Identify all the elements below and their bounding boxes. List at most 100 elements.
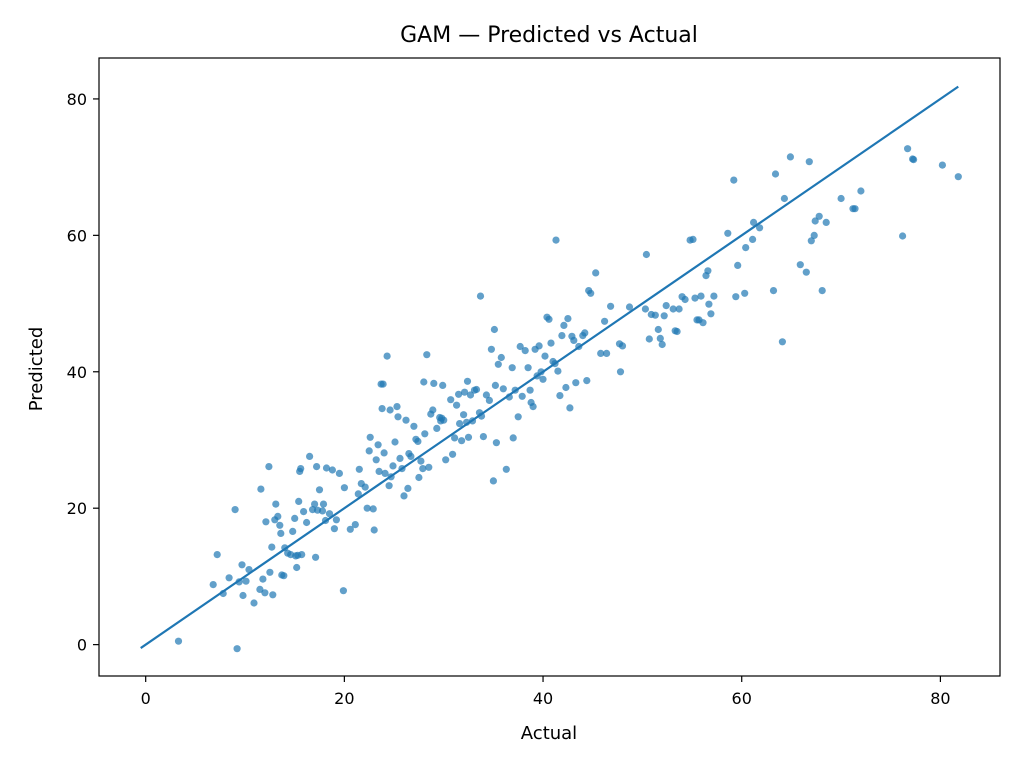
data-point	[325, 510, 334, 518]
data-point	[262, 518, 270, 526]
data-point	[379, 380, 387, 388]
data-point	[365, 447, 373, 455]
data-point	[472, 385, 481, 394]
data-point	[265, 463, 273, 471]
data-point	[654, 325, 662, 334]
data-point	[335, 469, 343, 477]
data-point	[328, 466, 336, 474]
data-point	[213, 551, 221, 559]
data-point	[425, 463, 433, 471]
data-point	[660, 312, 668, 320]
data-point	[489, 477, 497, 485]
data-point	[899, 232, 907, 240]
data-point	[556, 392, 564, 400]
data-point	[796, 261, 804, 269]
data-point	[298, 551, 306, 559]
data-point	[802, 268, 810, 276]
data-point	[430, 379, 438, 387]
data-point	[485, 396, 493, 404]
data-point	[673, 327, 681, 336]
data-point	[492, 439, 500, 447]
data-point	[433, 424, 441, 432]
chart-title: GAM — Predicted vs Actual	[400, 23, 698, 48]
data-point	[560, 321, 568, 329]
data-point	[857, 187, 865, 195]
data-point	[402, 416, 410, 424]
data-point	[414, 437, 422, 445]
data-point	[741, 289, 749, 297]
data-point	[461, 388, 469, 396]
data-point	[269, 591, 277, 599]
data-point	[625, 303, 634, 311]
data-point	[303, 518, 311, 527]
data-point	[658, 340, 666, 349]
data-point	[815, 212, 823, 220]
data-point	[786, 153, 795, 161]
x-tick-label: 20	[334, 689, 354, 708]
data-point	[509, 434, 517, 442]
data-point	[566, 404, 574, 412]
data-point	[837, 194, 845, 203]
data-point	[239, 591, 247, 600]
data-point	[375, 467, 383, 475]
x-axis: 0 20 40 60 80	[141, 676, 951, 708]
plot-frame	[98, 57, 1001, 677]
data-point	[482, 391, 490, 399]
data-point	[910, 156, 918, 164]
data-point	[449, 450, 457, 458]
data-point	[476, 292, 485, 300]
data-point	[297, 465, 305, 473]
data-point	[516, 342, 524, 351]
data-point	[675, 305, 683, 313]
data-point	[318, 507, 327, 515]
data-point	[724, 229, 732, 237]
data-point	[518, 392, 526, 400]
data-point	[479, 433, 487, 441]
data-point	[780, 194, 789, 203]
data-point	[464, 433, 473, 441]
data-point	[460, 411, 468, 419]
data-point	[494, 360, 502, 368]
data-point	[641, 305, 650, 313]
y-tick-label: 0	[77, 636, 87, 655]
data-point	[749, 235, 757, 243]
data-point	[554, 367, 562, 375]
data-point	[807, 237, 815, 245]
data-point	[545, 315, 553, 323]
data-point	[351, 521, 359, 529]
data-point	[381, 469, 389, 477]
data-point	[805, 158, 813, 166]
data-point	[822, 218, 830, 226]
data-point	[769, 287, 778, 295]
data-point	[374, 441, 382, 449]
data-point	[380, 449, 388, 457]
data-point	[451, 434, 459, 442]
data-point	[419, 465, 427, 473]
data-point	[455, 390, 463, 398]
data-point	[618, 342, 627, 350]
data-point	[407, 452, 415, 460]
data-point	[529, 403, 537, 411]
data-point	[394, 413, 402, 421]
data-point	[699, 319, 707, 327]
data-point	[421, 430, 429, 438]
data-point	[524, 364, 532, 372]
data-point	[280, 572, 288, 580]
data-point	[750, 218, 758, 226]
data-point	[732, 293, 740, 301]
data-point	[363, 504, 371, 512]
data-point	[453, 401, 461, 409]
data-point	[274, 512, 282, 521]
data-point	[603, 349, 611, 357]
data-point	[306, 452, 314, 460]
data-point	[231, 506, 239, 514]
data-point	[372, 456, 380, 464]
data-point	[259, 575, 267, 583]
data-point	[242, 577, 250, 585]
data-point	[487, 345, 495, 353]
data-point	[607, 302, 615, 310]
data-point	[378, 405, 386, 413]
data-point	[250, 599, 258, 607]
data-point	[312, 553, 320, 561]
data-point	[851, 205, 859, 213]
